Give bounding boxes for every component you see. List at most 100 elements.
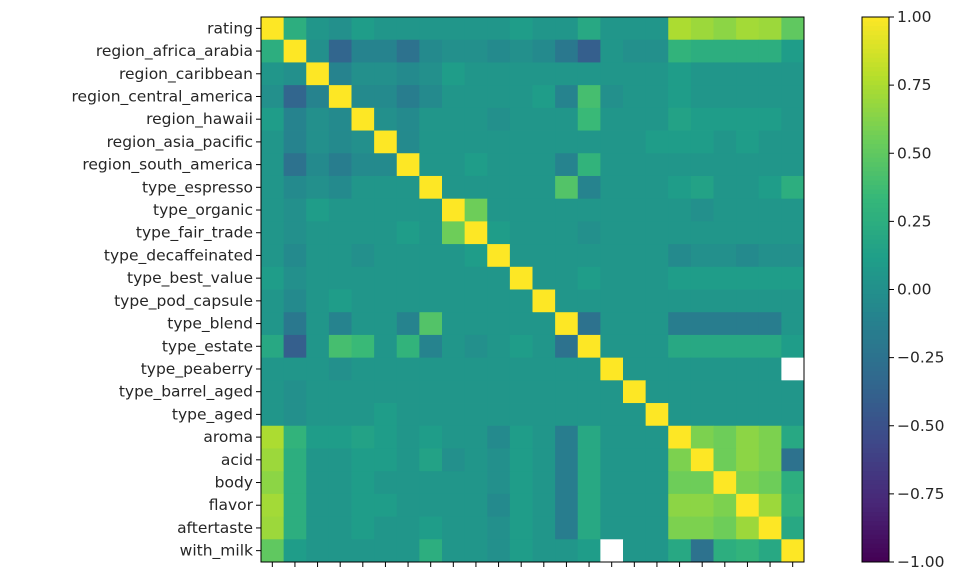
heatmap-cell [713,289,737,313]
y-tick-label: region_caribbean [119,65,253,84]
heatmap-cell [509,198,533,222]
y-tick-label: region_south_america [82,156,253,175]
heatmap-cell [464,39,488,63]
heatmap-cell [600,471,624,495]
heatmap-cell [442,221,466,245]
heatmap-cell [306,516,330,540]
heatmap-cell [690,289,714,313]
colorbar-segment [862,21,889,27]
heatmap-cell [623,39,647,63]
heatmap-cell [600,380,624,404]
colorbar-segment [862,153,889,159]
colorbar-segment [862,253,889,259]
colorbar-segment [862,121,889,127]
heatmap-cell [261,175,285,200]
heatmap-cell [668,62,692,86]
heatmap-cell [306,153,330,177]
heatmap-cell [351,539,375,563]
heatmap-cell [623,425,647,449]
heatmap-cell [577,62,601,86]
heatmap-cell [645,380,669,404]
heatmap-cell [781,266,805,290]
heatmap-cell [690,39,714,63]
heatmap-cell [690,130,714,154]
heatmap-cell [690,425,714,449]
heatmap-cell [509,153,533,177]
colorbar-segment [862,412,889,418]
heatmap-cell [532,357,556,381]
heatmap-cell [690,539,714,563]
colorbar-segment [862,203,889,209]
heatmap-cell [328,107,352,131]
heatmap-cells [261,17,805,563]
heatmap-cell [577,17,601,41]
colorbar-segment [862,489,889,495]
colorbar-segment [862,543,889,549]
heatmap-cell [328,471,352,495]
heatmap-cell [396,516,420,540]
heatmap-cell [736,539,760,563]
colorbar-tick-label: 1.00 [897,8,932,26]
heatmap-cell [713,130,737,154]
colorbar-segment [862,66,889,72]
heatmap-cell [623,62,647,86]
heatmap-cell [351,471,375,495]
heatmap-cell [781,539,805,563]
heatmap-cell [781,425,805,449]
heatmap-cell [532,175,556,200]
heatmap-cell [758,471,782,495]
heatmap-cell [577,357,601,381]
heatmap-cell [442,403,466,427]
heatmap-cell [261,516,285,540]
heatmap-cell [690,244,714,268]
heatmap-cell [351,130,375,154]
heatmap-cell [600,62,624,86]
heatmap-cell [328,539,352,563]
colorbar-segment [862,366,889,372]
colorbar-segment [862,189,889,195]
heatmap-cell [623,471,647,495]
heatmap-cell [487,39,511,63]
heatmap-cell [713,85,737,109]
heatmap-cell [464,493,488,517]
heatmap-cell [487,175,511,200]
heatmap-cell [668,17,692,41]
heatmap-cell [374,357,398,381]
heatmap-cell [306,62,330,86]
heatmap-cell [306,312,330,336]
heatmap-cell [758,85,782,109]
heatmap-cell [781,175,805,200]
y-tick-label: type_blend [167,315,253,334]
colorbar-segment [862,557,889,563]
heatmap-cell [645,153,669,177]
heatmap-cell [351,493,375,517]
colorbar-segment [862,421,889,427]
heatmap-cell [623,493,647,517]
colorbar-segment [862,198,889,204]
heatmap-cell [374,266,398,290]
heatmap-cell [713,403,737,427]
colorbar-segment [862,307,889,313]
colorbar-segment [862,534,889,540]
heatmap-cell [758,493,782,517]
heatmap-cell [758,448,782,472]
heatmap-cell [442,153,466,177]
heatmap-cell [396,221,420,245]
heatmap-cell [668,266,692,290]
heatmap-cell [532,289,556,313]
heatmap-cell [555,357,579,381]
heatmap-cell [555,62,579,86]
y-tick-label: type_organic [153,201,253,220]
heatmap-cell [396,85,420,109]
heatmap-cell [419,334,443,359]
heatmap-cell [306,85,330,109]
colorbar-segment [862,85,889,91]
heatmap-cell [487,357,511,381]
heatmap-cell [668,380,692,404]
y-tick-label: with_milk [180,542,253,561]
heatmap-cell [577,107,601,131]
heatmap-cell [283,153,307,177]
heatmap-cell [600,39,624,63]
heatmap-cell [464,266,488,290]
colorbar-segment [862,521,889,527]
